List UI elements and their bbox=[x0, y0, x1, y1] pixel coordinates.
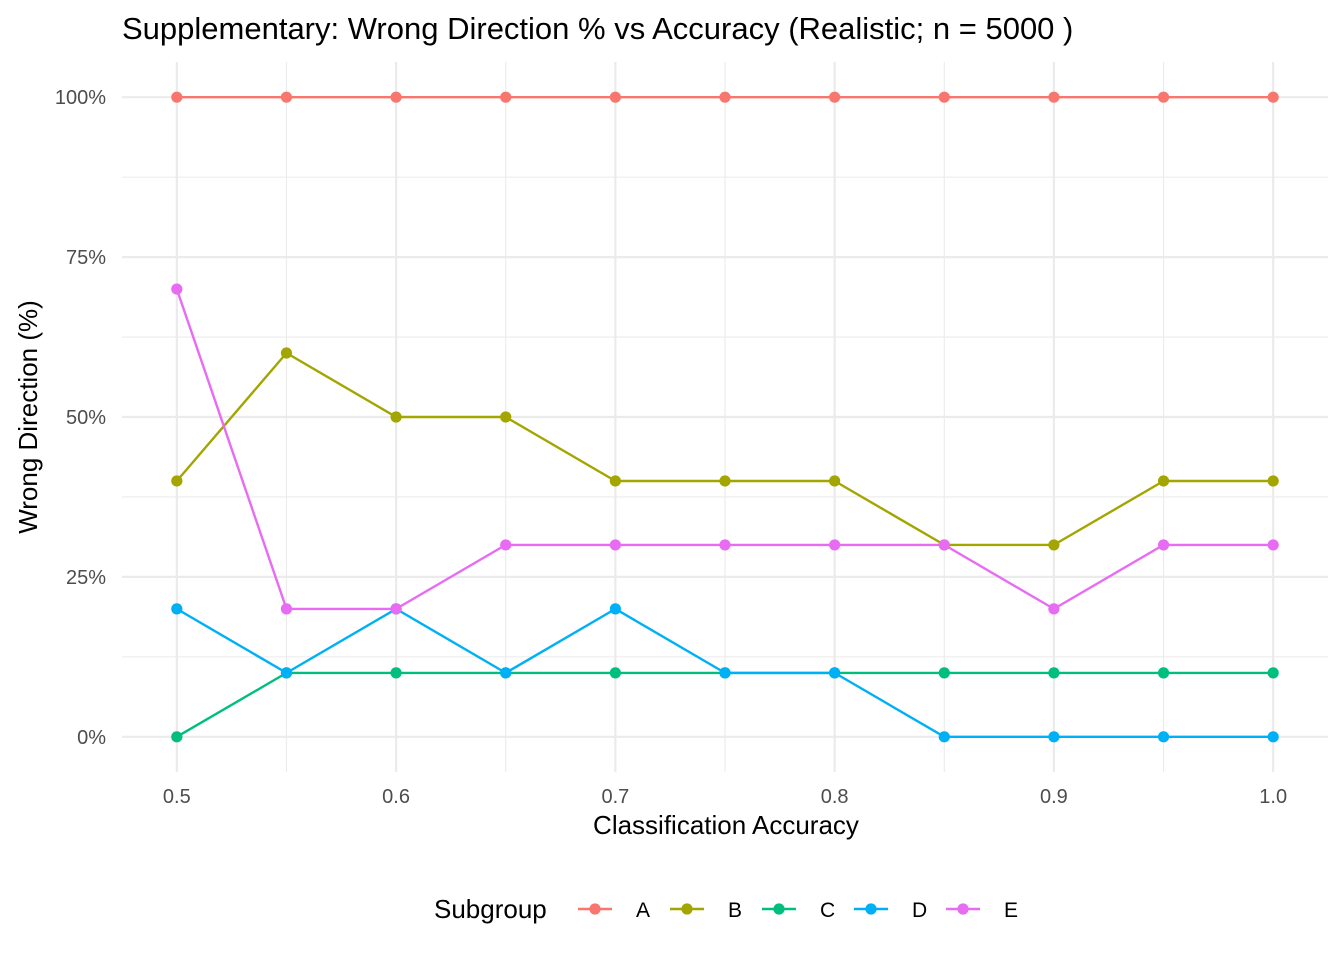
data-point-D bbox=[1267, 731, 1279, 743]
data-point-A bbox=[390, 91, 402, 103]
data-point-A bbox=[609, 91, 621, 103]
data-point-B bbox=[1267, 475, 1279, 487]
y-axis-title: Wrong Direction (%) bbox=[13, 300, 43, 534]
x-tick-label: 0.7 bbox=[601, 786, 629, 808]
y-tick-label: 25% bbox=[66, 567, 106, 589]
legend-key-point bbox=[957, 903, 969, 915]
data-point-D bbox=[719, 667, 731, 679]
x-tick-label: 1.0 bbox=[1259, 786, 1287, 808]
x-axis-ticks: 0.5 0.6 0.7 0.8 0.9 1.0 bbox=[163, 786, 1287, 808]
legend-title: Subgroup bbox=[434, 894, 547, 924]
x-tick-label: 0.5 bbox=[163, 786, 191, 808]
y-tick-label: 0% bbox=[77, 727, 106, 749]
data-point-A bbox=[1048, 91, 1060, 103]
data-point-C bbox=[390, 667, 402, 679]
data-point-B bbox=[719, 475, 731, 487]
data-point-B bbox=[609, 475, 621, 487]
data-point-C bbox=[1267, 667, 1279, 679]
data-point-E bbox=[1267, 539, 1279, 551]
data-point-C bbox=[938, 667, 950, 679]
legend-key-point bbox=[773, 903, 785, 915]
x-tick-label: 0.8 bbox=[821, 786, 849, 808]
data-point-C bbox=[609, 667, 621, 679]
data-point-D bbox=[280, 667, 293, 679]
data-point-E bbox=[500, 539, 512, 551]
legend-key-point bbox=[681, 903, 693, 915]
data-point-E bbox=[390, 603, 402, 615]
data-point-E bbox=[719, 539, 731, 551]
y-tick-label: 100% bbox=[55, 87, 106, 109]
legend-label: B bbox=[728, 899, 742, 922]
legend-item-A: A bbox=[578, 899, 650, 922]
data-point-E bbox=[609, 539, 621, 551]
y-tick-label: 75% bbox=[66, 247, 106, 269]
data-point-D bbox=[171, 603, 183, 615]
data-point-A bbox=[719, 91, 731, 103]
legend-key-point bbox=[589, 903, 601, 915]
legend-label: C bbox=[820, 899, 835, 922]
data-point-D bbox=[829, 667, 841, 679]
y-axis-ticks: 0% 25% 50% 75% 100% bbox=[55, 87, 106, 749]
legend-label: A bbox=[636, 899, 650, 922]
data-point-B bbox=[829, 475, 841, 487]
data-point-A bbox=[280, 91, 293, 103]
legend-item-C: C bbox=[762, 899, 835, 922]
x-tick-label: 0.6 bbox=[382, 786, 410, 808]
data-point-E bbox=[938, 539, 950, 551]
data-point-A bbox=[171, 91, 183, 103]
data-point-D bbox=[1157, 731, 1170, 743]
data-point-D bbox=[1048, 731, 1060, 743]
y-tick-label: 50% bbox=[66, 407, 106, 429]
data-point-E bbox=[1048, 603, 1060, 615]
data-point-B bbox=[1048, 539, 1060, 551]
legend-item-E: E bbox=[946, 899, 1018, 922]
data-point-E bbox=[829, 539, 841, 551]
data-point-A bbox=[829, 91, 841, 103]
data-point-C bbox=[1157, 667, 1170, 679]
series-points bbox=[171, 91, 1279, 743]
legend-item-D: D bbox=[854, 899, 927, 922]
legend-label: E bbox=[1004, 899, 1018, 922]
legend-items: A B C D E bbox=[578, 899, 1018, 922]
data-point-C bbox=[1048, 667, 1060, 679]
data-point-B bbox=[280, 347, 293, 359]
data-point-A bbox=[938, 91, 950, 103]
x-tick-label: 0.9 bbox=[1040, 786, 1068, 808]
legend-item-B: B bbox=[670, 899, 742, 922]
data-point-D bbox=[938, 731, 950, 743]
data-point-B bbox=[1157, 475, 1170, 487]
data-point-A bbox=[500, 91, 512, 103]
data-point-E bbox=[1157, 539, 1170, 551]
data-point-D bbox=[500, 667, 512, 679]
grid bbox=[122, 62, 1328, 772]
legend: Subgroup A B C D E bbox=[434, 894, 1018, 924]
data-point-B bbox=[390, 411, 402, 423]
data-point-A bbox=[1157, 91, 1170, 103]
legend-key-point bbox=[865, 903, 877, 915]
data-point-A bbox=[1267, 91, 1279, 103]
data-point-D bbox=[609, 603, 621, 615]
data-point-C bbox=[171, 731, 183, 743]
chart-title: Supplementary: Wrong Direction % vs Accu… bbox=[122, 11, 1073, 46]
data-point-B bbox=[500, 411, 512, 423]
legend-label: D bbox=[912, 899, 927, 922]
x-axis-title: Classification Accuracy bbox=[593, 810, 859, 840]
data-point-E bbox=[171, 283, 183, 295]
data-point-B bbox=[171, 475, 183, 487]
data-point-E bbox=[280, 603, 293, 615]
